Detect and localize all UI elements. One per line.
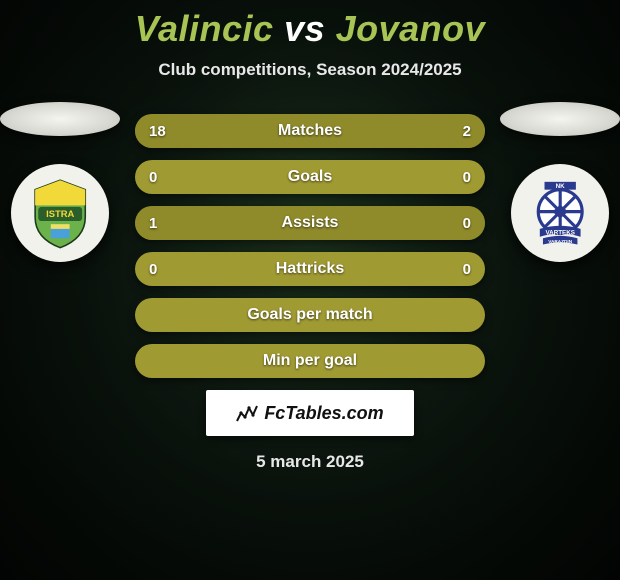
date: 5 march 2025 <box>256 452 364 472</box>
svg-text:VARAZDIN: VARAZDIN <box>548 239 572 244</box>
stat-value-left: 0 <box>149 261 157 278</box>
player1-name: Valincic <box>135 8 274 49</box>
page-title: Valincic vs Jovanov <box>135 8 485 50</box>
watermark: FcTables.com <box>206 390 414 436</box>
svg-text:ISTRA: ISTRA <box>46 208 74 219</box>
stat-value-right: 0 <box>463 215 471 232</box>
vs-text: vs <box>284 8 325 49</box>
stat-value-left: 18 <box>149 123 166 140</box>
stat-label: Matches <box>278 122 342 140</box>
stat-value-right: 2 <box>463 123 471 140</box>
stat-value-right: 0 <box>463 169 471 186</box>
stat-label: Min per goal <box>263 352 357 370</box>
comparison-arena: ISTRA NK VARTEKS VARAZDIN 18 2 Matches 0 0 Go… <box>0 102 620 580</box>
svg-text:VARTEKS: VARTEKS <box>545 229 574 236</box>
stat-label: Assists <box>282 214 339 232</box>
player2-club-badge: NK VARTEKS VARAZDIN <box>511 164 609 262</box>
stat-row: Goals per match <box>135 298 485 332</box>
stat-label: Goals per match <box>247 306 372 324</box>
player2-name: Jovanov <box>336 8 486 49</box>
subtitle: Club competitions, Season 2024/2025 <box>158 60 461 80</box>
stat-value-left: 1 <box>149 215 157 232</box>
stat-label: Hattricks <box>276 260 344 278</box>
stat-label: Goals <box>288 168 332 186</box>
stat-value-left: 0 <box>149 169 157 186</box>
stat-row: Min per goal <box>135 344 485 378</box>
stat-row: 18 2 Matches <box>135 114 485 148</box>
stat-row: 0 0 Goals <box>135 160 485 194</box>
stats-list: 18 2 Matches 0 0 Goals 1 0 Assists 0 0 Hattricks Goa… <box>135 114 485 378</box>
player1-club-badge: ISTRA <box>11 164 109 262</box>
stat-value-right: 0 <box>463 261 471 278</box>
stat-row: 0 0 Hattricks <box>135 252 485 286</box>
chart-icon <box>236 403 258 423</box>
player2-plate <box>500 102 620 136</box>
player2-side: NK VARTEKS VARAZDIN <box>500 102 620 262</box>
stat-row: 1 0 Assists <box>135 206 485 240</box>
player1-side: ISTRA <box>0 102 120 262</box>
player1-plate <box>0 102 120 136</box>
watermark-text: FcTables.com <box>264 403 383 424</box>
